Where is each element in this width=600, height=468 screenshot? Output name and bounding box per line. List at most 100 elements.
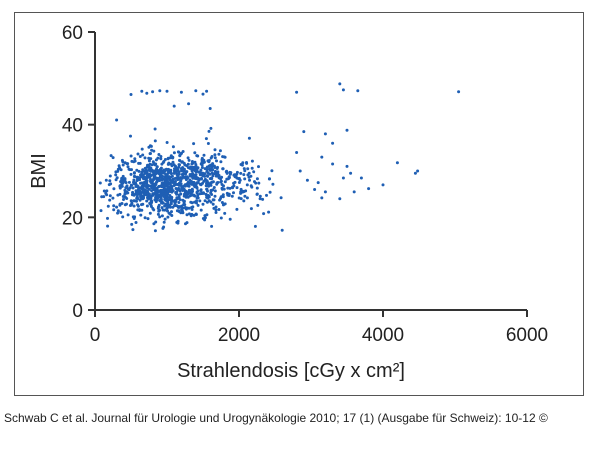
data-point [161, 208, 165, 212]
data-point [227, 175, 231, 179]
data-point [457, 90, 461, 94]
data-point [200, 166, 204, 169]
data-point [195, 168, 199, 172]
data-point [157, 153, 161, 156]
data-point [128, 168, 132, 172]
data-point [153, 229, 157, 233]
data-point [170, 190, 174, 194]
data-point [279, 196, 283, 200]
data-point [228, 217, 232, 221]
data-point [118, 192, 122, 196]
data-point [232, 184, 236, 188]
data-point [111, 196, 115, 200]
scatter-plot: 0 20 40 60 0 2000 4000 6000 Strahlendosis [cGy x… [28, 23, 548, 382]
data-point [217, 152, 221, 156]
data-point [153, 175, 157, 179]
data-point [154, 190, 158, 194]
data-point [250, 159, 254, 163]
data-point [187, 183, 190, 187]
data-point [198, 199, 202, 203]
data-point [200, 160, 204, 164]
data-point [160, 174, 164, 178]
data-point [224, 170, 228, 174]
data-point [129, 154, 133, 158]
data-point [179, 152, 183, 156]
data-point [162, 225, 166, 229]
data-point [137, 161, 141, 165]
data-point [119, 168, 123, 172]
data-point [216, 170, 220, 174]
data-point [280, 228, 284, 232]
data-point [237, 196, 241, 200]
data-point [177, 205, 181, 209]
data-point [177, 210, 181, 213]
data-point [228, 172, 232, 176]
data-point [270, 169, 274, 173]
data-point [338, 82, 342, 86]
data-point [356, 89, 360, 93]
data-point [155, 198, 159, 202]
data-point [242, 199, 246, 203]
data-point [176, 183, 180, 186]
data-point [196, 196, 200, 200]
data-point [223, 202, 227, 206]
data-point [123, 161, 127, 165]
data-point [159, 194, 163, 197]
data-point [138, 155, 142, 158]
data-point [179, 90, 183, 94]
data-point [211, 168, 215, 172]
data-point [213, 189, 217, 193]
data-point [131, 228, 135, 232]
data-point [174, 166, 178, 169]
data-point [169, 185, 172, 189]
data-point [174, 199, 178, 203]
data-point [219, 216, 223, 220]
data-point [121, 181, 125, 185]
data-point [205, 89, 209, 93]
data-point [349, 171, 353, 175]
data-point [136, 208, 140, 212]
data-point [147, 159, 151, 163]
data-point [262, 212, 266, 216]
data-point [190, 191, 194, 194]
data-point [152, 162, 156, 165]
data-point [258, 197, 262, 201]
data-point [181, 209, 184, 213]
data-point [136, 192, 140, 196]
data-point [235, 176, 239, 180]
data-point [210, 180, 214, 184]
data-point [198, 192, 202, 196]
chart-frame: 0 20 40 60 0 2000 4000 6000 Strahlendosis [cGy x… [14, 12, 584, 396]
data-point [171, 156, 175, 160]
data-point [215, 159, 218, 163]
data-point [121, 195, 125, 198]
data-point [194, 213, 198, 216]
data-point [258, 194, 262, 198]
data-point [256, 203, 260, 207]
data-point [172, 104, 176, 108]
data-point [143, 166, 147, 170]
data-point [242, 173, 246, 177]
data-point [165, 173, 169, 177]
data-point [165, 206, 169, 210]
data-point [209, 126, 213, 130]
data-point [116, 209, 120, 213]
data-point [125, 197, 129, 200]
data-point [163, 183, 167, 187]
data-point [144, 189, 148, 193]
data-point [194, 164, 198, 168]
data-point [104, 178, 108, 182]
data-point [249, 207, 253, 211]
data-point [102, 189, 106, 193]
data-point [179, 179, 183, 183]
data-point [323, 190, 327, 194]
data-point [159, 197, 163, 201]
data-point [163, 217, 167, 221]
data-point [119, 211, 123, 214]
data-point [189, 200, 193, 204]
data-point [222, 184, 225, 188]
data-point [166, 209, 169, 213]
data-point [210, 176, 213, 180]
data-point [207, 160, 211, 164]
axis-labels: 0 20 40 60 0 2000 4000 6000 Strahlendosis [cGy x… [28, 23, 548, 382]
